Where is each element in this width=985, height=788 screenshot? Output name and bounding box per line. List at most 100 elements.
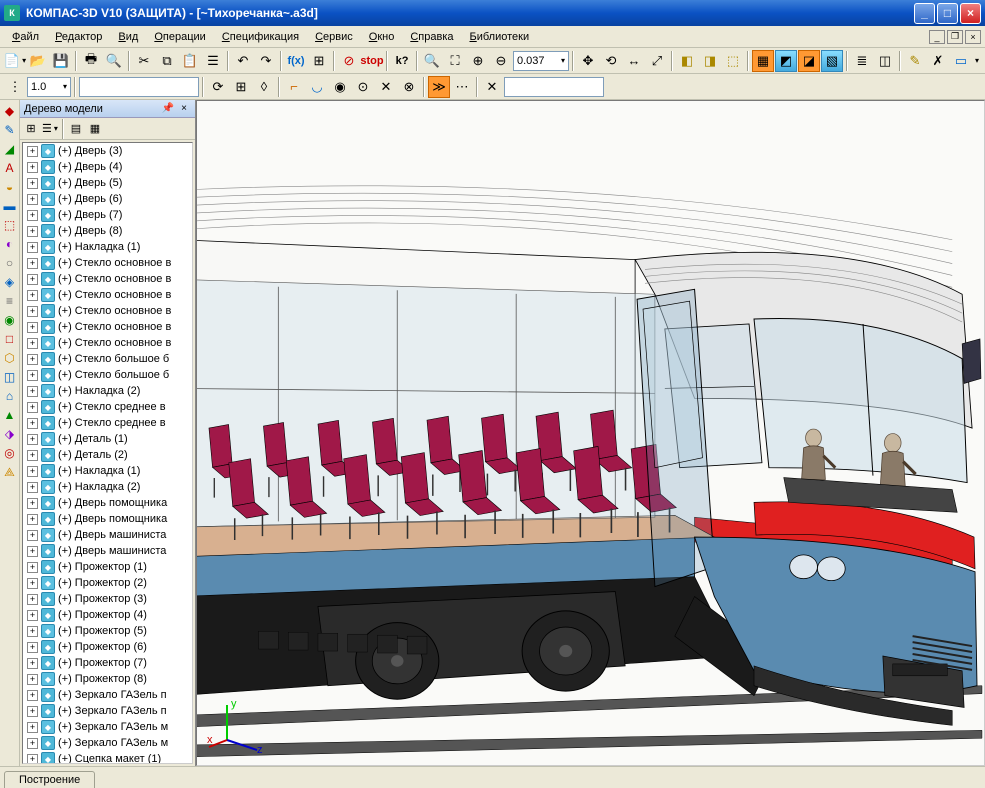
zoom-out-button[interactable]: ⊖ <box>490 50 512 72</box>
scale-input[interactable]: 1.0▾ <box>27 77 71 97</box>
tree-item[interactable]: +◆(+) Накладка (1) <box>23 463 192 479</box>
x-button[interactable]: ✕ <box>481 76 503 98</box>
expand-icon[interactable]: + <box>27 450 38 461</box>
expand-icon[interactable]: + <box>27 386 38 397</box>
expand-icon[interactable]: + <box>27 690 38 701</box>
tree-item[interactable]: +◆(+) Стекло основное в <box>23 255 192 271</box>
pencil-button[interactable]: ✎ <box>904 50 926 72</box>
menu-2[interactable]: Вид <box>110 29 146 45</box>
props-button[interactable]: ☰ <box>202 50 224 72</box>
expand-icon[interactable]: + <box>27 610 38 621</box>
eraser-button[interactable]: ✗ <box>927 50 949 72</box>
expand-icon[interactable]: + <box>27 482 38 493</box>
snap1-button[interactable]: ⌐ <box>283 76 305 98</box>
tree-btn-3[interactable]: ▤ <box>67 120 85 138</box>
left-tool-16[interactable]: ▲ <box>1 406 19 424</box>
left-tool-15[interactable]: ⌂ <box>1 387 19 405</box>
expand-icon[interactable]: + <box>27 530 38 541</box>
zoom-input[interactable]: 0.037▾ <box>513 51 569 71</box>
expand-icon[interactable]: + <box>27 210 38 221</box>
rotate-button[interactable]: ⤢ <box>646 50 668 72</box>
tree-item[interactable]: +◆(+) Стекло основное в <box>23 303 192 319</box>
mode1-button[interactable]: ≫ <box>428 76 450 98</box>
tree-item[interactable]: +◆(+) Зеркало ГАЗель п <box>23 703 192 719</box>
zoom-in-button[interactable]: ⊕ <box>467 50 489 72</box>
left-tool-2[interactable]: ◢ <box>1 140 19 158</box>
tree-close-icon[interactable]: × <box>177 102 191 116</box>
expand-icon[interactable]: + <box>27 338 38 349</box>
open-button[interactable]: 📂 <box>27 50 49 72</box>
cut-button[interactable]: ✂ <box>133 50 155 72</box>
tree-item[interactable]: +◆(+) Стекло основное в <box>23 335 192 351</box>
layers-button[interactable]: ≣ <box>851 50 873 72</box>
tree-item[interactable]: +◆(+) Дверь (3) <box>23 143 192 159</box>
tree-item[interactable]: +◆(+) Зеркало ГАЗель п <box>23 687 192 703</box>
tree-item[interactable]: +◆(+) Дверь (4) <box>23 159 192 175</box>
left-tool-10[interactable]: ≡ <box>1 292 19 310</box>
minimize-button[interactable]: _ <box>914 3 935 24</box>
status-tab-build[interactable]: Построение <box>4 771 95 788</box>
expand-icon[interactable]: + <box>27 514 38 525</box>
menu-6[interactable]: Окно <box>361 29 403 45</box>
tree-item[interactable]: +◆(+) Прожектор (1) <box>23 559 192 575</box>
mdi-restore[interactable]: ❐ <box>947 30 963 44</box>
expand-icon[interactable]: + <box>27 578 38 589</box>
expand-icon[interactable]: + <box>27 594 38 605</box>
tree-item[interactable]: +◆(+) Дверь (7) <box>23 207 192 223</box>
hidden-button[interactable]: ◩ <box>775 50 797 72</box>
tree-item[interactable]: +◆(+) Дверь помощника <box>23 511 192 527</box>
tree-item[interactable]: +◆(+) Стекло большое б <box>23 367 192 383</box>
iso2-button[interactable]: ◨ <box>699 50 721 72</box>
expand-icon[interactable]: + <box>27 466 38 477</box>
left-tool-6[interactable]: ⬚ <box>1 216 19 234</box>
refresh-button[interactable]: ⟳ <box>207 76 229 98</box>
expand-icon[interactable]: + <box>27 354 38 365</box>
expand-icon[interactable]: + <box>27 738 38 749</box>
snap3-button[interactable]: ◉ <box>329 76 351 98</box>
orbit-button[interactable]: ⟲ <box>600 50 622 72</box>
left-tool-4[interactable]: ◒ <box>1 178 19 196</box>
left-tool-12[interactable]: □ <box>1 330 19 348</box>
expand-icon[interactable]: + <box>27 146 38 157</box>
expand-icon[interactable]: + <box>27 242 38 253</box>
expand-icon[interactable]: + <box>27 626 38 637</box>
tree-item[interactable]: +◆(+) Накладка (1) <box>23 239 192 255</box>
tree-item[interactable]: +◆(+) Накладка (2) <box>23 479 192 495</box>
zoom-fit-button[interactable]: ⛶ <box>444 50 466 72</box>
tree-item[interactable]: +◆(+) Стекло большое б <box>23 351 192 367</box>
left-tool-19[interactable]: ⟁ <box>1 463 19 481</box>
expand-icon[interactable]: + <box>27 498 38 509</box>
preview-button[interactable]: 🔍 <box>103 50 125 72</box>
viewport-3d[interactable]: y z x <box>196 100 985 766</box>
copy-button[interactable]: ⧉ <box>156 50 178 72</box>
paste-button[interactable]: 📋 <box>179 50 201 72</box>
menu-4[interactable]: Спецификация <box>214 29 307 45</box>
undo-button[interactable]: ↶ <box>232 50 254 72</box>
tree-item[interactable]: +◆(+) Стекло основное в <box>23 287 192 303</box>
tree-item[interactable]: +◆(+) Дверь помощника <box>23 495 192 511</box>
left-tool-5[interactable]: ▬ <box>1 197 19 215</box>
expand-icon[interactable]: + <box>27 642 38 653</box>
tree-item[interactable]: +◆(+) Накладка (2) <box>23 383 192 399</box>
menu-7[interactable]: Справка <box>402 29 461 45</box>
tree-item[interactable]: +◆(+) Стекло основное в <box>23 319 192 335</box>
tree-item[interactable]: +◆(+) Прожектор (6) <box>23 639 192 655</box>
tree-item[interactable]: +◆(+) Дверь (5) <box>23 175 192 191</box>
measure-button[interactable]: ◫ <box>874 50 896 72</box>
iso1-button[interactable]: ◧ <box>676 50 698 72</box>
tree-btn-4[interactable]: ▦ <box>86 120 104 138</box>
menu-3[interactable]: Операции <box>146 29 213 45</box>
tree-header[interactable]: Дерево модели 📌 × <box>20 100 195 118</box>
tree-item[interactable]: +◆(+) Стекло среднее в <box>23 415 192 431</box>
screen-button[interactable]: ▭ <box>950 50 972 72</box>
tree-btn-2[interactable]: ☰▾ <box>41 120 59 138</box>
shaded-button[interactable]: ◪ <box>798 50 820 72</box>
tree-item[interactable]: +◆(+) Сцепка макет (1) <box>23 751 192 764</box>
tree-item[interactable]: +◆(+) Прожектор (3) <box>23 591 192 607</box>
tree-item[interactable]: +◆(+) Прожектор (5) <box>23 623 192 639</box>
wireframe-button[interactable]: ▦ <box>752 50 774 72</box>
tree-item[interactable]: +◆(+) Прожектор (4) <box>23 607 192 623</box>
left-tool-9[interactable]: ◈ <box>1 273 19 291</box>
expand-icon[interactable]: + <box>27 402 38 413</box>
tree-item[interactable]: +◆(+) Зеркало ГАЗель м <box>23 719 192 735</box>
